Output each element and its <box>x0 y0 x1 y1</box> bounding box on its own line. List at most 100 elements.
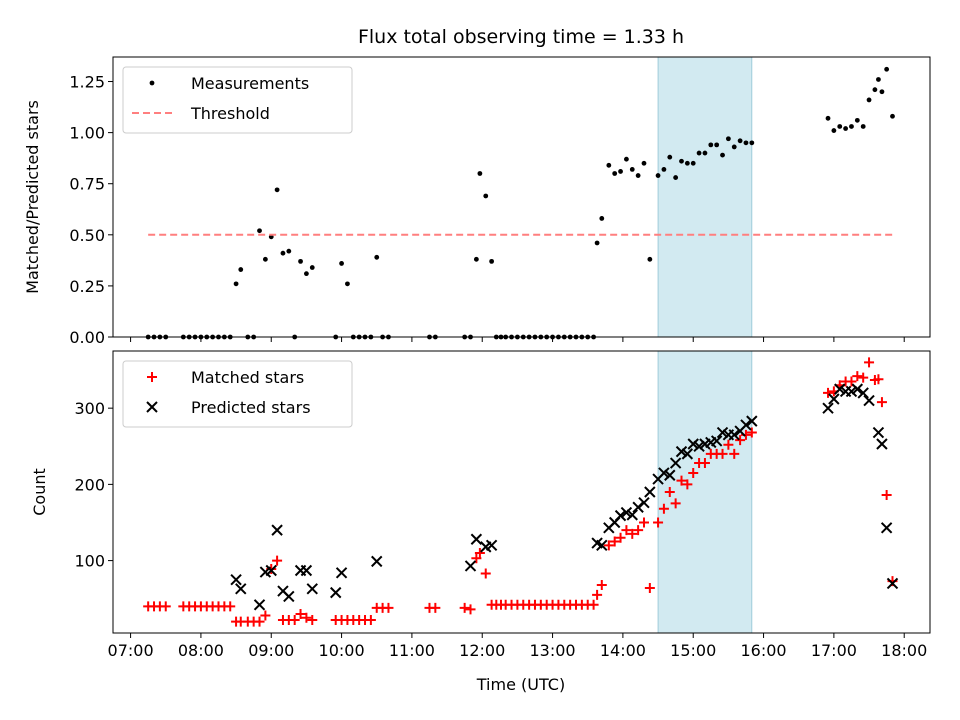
data-point <box>257 228 262 234</box>
x-tick-label: 11:00 <box>389 641 435 660</box>
data-point <box>845 385 858 398</box>
data-point <box>647 256 653 262</box>
data-point <box>260 610 271 621</box>
y-axis-title: Matched/Predicted stars <box>23 100 42 294</box>
data-point <box>728 429 740 441</box>
data-point <box>638 496 650 509</box>
legend-entry: Threshold <box>132 104 270 123</box>
axes-frame <box>112 350 931 634</box>
data-point <box>737 138 743 144</box>
data-point <box>682 479 693 490</box>
legend-marker-swatch <box>147 372 157 382</box>
data-point <box>717 448 728 459</box>
data-point <box>743 140 749 146</box>
data-point <box>876 397 887 408</box>
data-point <box>644 486 656 498</box>
data-point <box>749 140 755 146</box>
data-point <box>626 509 638 521</box>
data-point <box>309 265 315 270</box>
data-point <box>470 533 483 545</box>
data-point <box>641 160 647 166</box>
legend-entry: Measurements <box>149 74 309 93</box>
data-point <box>635 173 641 178</box>
data-point <box>661 167 667 172</box>
data-point <box>464 560 477 572</box>
data-point <box>876 438 888 450</box>
data-point <box>843 126 849 131</box>
data-point <box>746 415 758 427</box>
data-point <box>272 555 283 566</box>
y-tick-label: 300 <box>74 399 105 418</box>
x-tick-label: 07:00 <box>108 641 154 660</box>
data-point <box>271 524 283 536</box>
data-point <box>489 258 495 264</box>
data-point <box>825 115 831 121</box>
data-point <box>831 128 837 133</box>
data-point <box>834 383 846 395</box>
data-point <box>823 387 834 398</box>
data-point <box>638 517 649 528</box>
top-panel: 0.00 0.25 0.50 0.75 1.00 1.25 Matched/Predicte… <box>23 56 931 347</box>
data-point <box>225 601 236 612</box>
data-point <box>485 539 498 552</box>
data-point <box>588 599 599 610</box>
data-point <box>725 136 731 142</box>
data-point <box>890 113 895 119</box>
data-point <box>289 615 300 626</box>
data-point <box>592 589 603 600</box>
y-tick-label: 100 <box>74 552 105 571</box>
data-point <box>857 387 869 399</box>
data-point <box>365 615 376 626</box>
y-tick-label: 0.50 <box>69 226 105 245</box>
legend: Matched stars Predicted stars <box>122 360 353 428</box>
data-point <box>872 87 878 93</box>
data-point <box>345 281 350 287</box>
data-point <box>301 612 312 623</box>
data-point <box>688 467 699 478</box>
legend-entry: Predicted stars <box>146 398 311 417</box>
y-axis-title: Count <box>30 468 49 516</box>
data-point <box>465 604 476 615</box>
data-point <box>594 240 600 246</box>
y-tick-label: 0.75 <box>69 175 105 194</box>
data-point <box>307 615 318 626</box>
x-tick-label: 12:00 <box>459 641 505 660</box>
data-point <box>653 517 664 528</box>
data-point <box>383 602 394 613</box>
legend-entry: Matched stars <box>147 368 304 387</box>
data-point <box>681 448 694 460</box>
x-tick-label: 17:00 <box>811 641 857 660</box>
data-point <box>723 439 734 450</box>
data-point <box>670 498 681 509</box>
data-point <box>673 175 679 180</box>
data-point <box>693 440 705 452</box>
data-point <box>300 564 313 577</box>
data-point <box>606 162 612 168</box>
data-point <box>596 539 608 552</box>
data-point <box>658 503 669 514</box>
legend-label: Matched stars <box>191 368 304 387</box>
axes-frame <box>112 56 931 338</box>
data-point <box>459 602 470 613</box>
data-point <box>306 583 318 595</box>
data-point <box>851 383 864 395</box>
data-point <box>262 256 268 262</box>
x-tick-label: 16:00 <box>740 641 786 660</box>
data-point <box>280 250 286 256</box>
data-point <box>880 522 893 534</box>
legend: Measurements Threshold <box>122 66 353 134</box>
data-point <box>629 167 635 172</box>
data-point <box>716 426 729 439</box>
y-tick-label: 1.00 <box>69 124 105 143</box>
data-point <box>230 573 242 586</box>
data-point <box>480 568 491 579</box>
data-point <box>702 150 708 156</box>
data-point <box>866 97 872 103</box>
legend-marker-swatch <box>149 80 155 86</box>
x-tick-label: 10:00 <box>319 641 365 660</box>
data-point <box>615 532 626 543</box>
series-predicted-stars <box>230 383 899 611</box>
data-point <box>596 579 607 590</box>
data-point <box>474 547 485 558</box>
